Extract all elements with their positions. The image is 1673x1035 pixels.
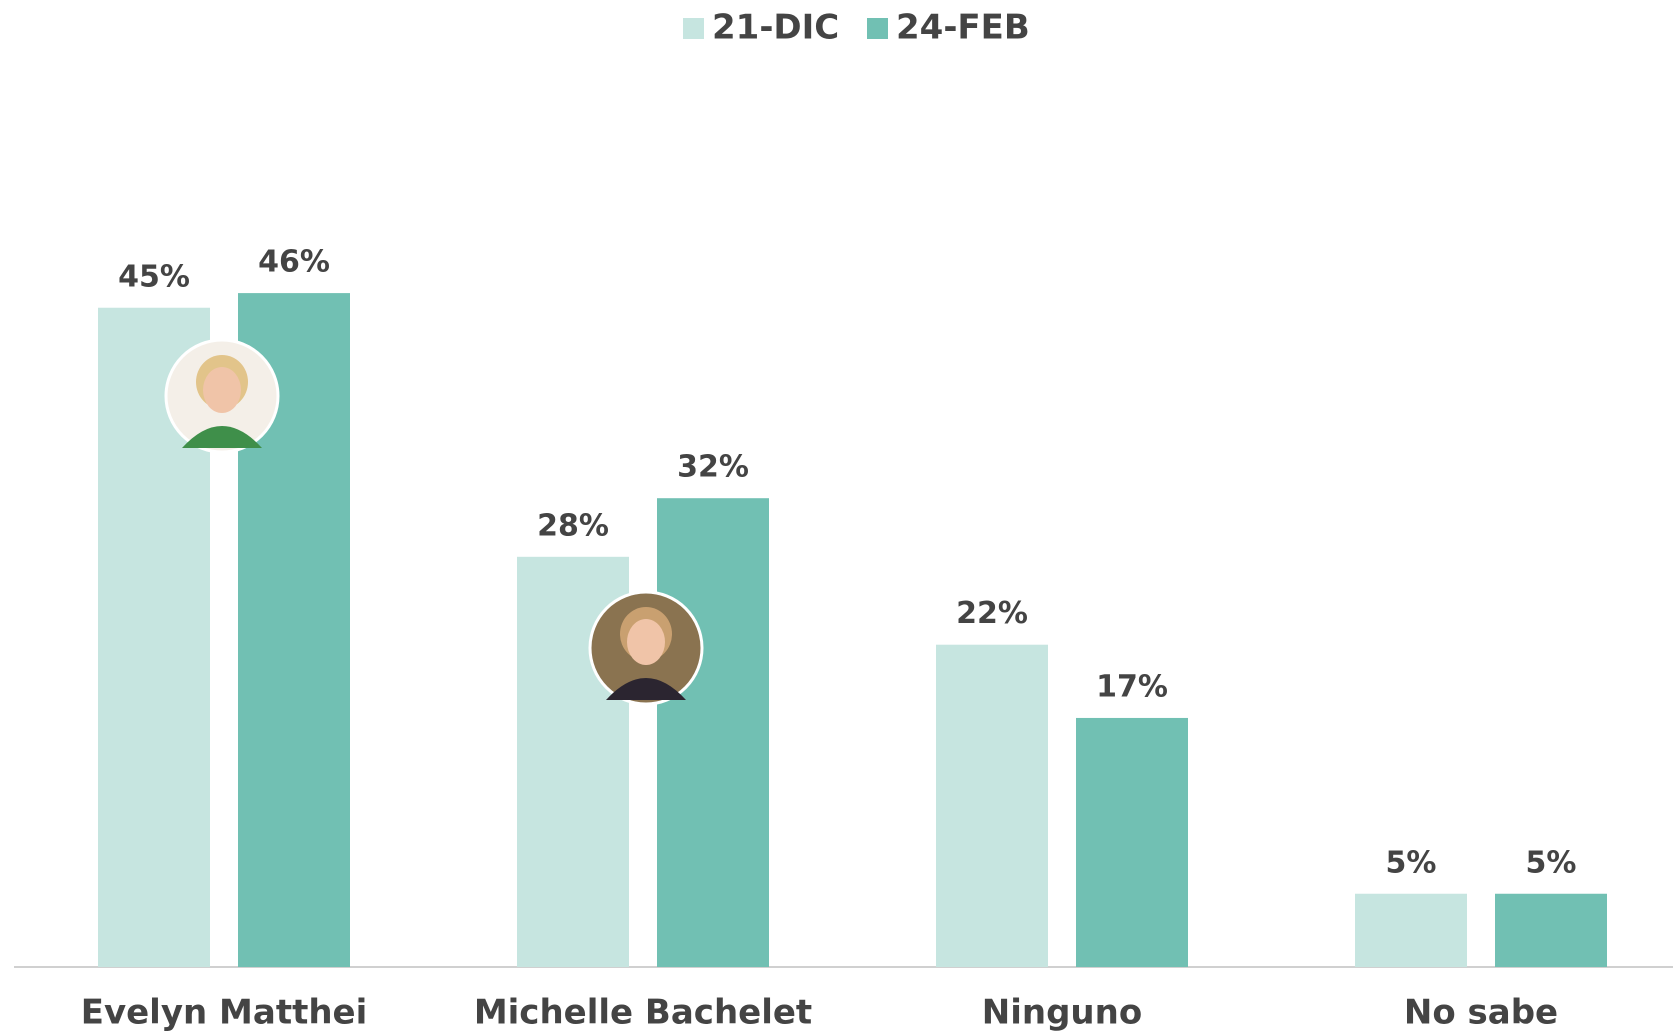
legend-swatch [867,18,888,39]
legend-label: 21-DIC [712,8,839,48]
bar [1355,893,1467,967]
portrait-face [203,367,241,413]
value-label: 17% [1096,669,1168,704]
value-label: 5% [1526,845,1577,880]
legend-label: 24-FEB [896,8,1030,48]
portrait-body [606,678,686,700]
x-tick-label: No sabe [1404,993,1558,1033]
legend-swatch [683,18,704,39]
value-label: 22% [956,596,1028,631]
x-tick-label: Ninguno [982,993,1142,1033]
value-label: 28% [537,508,609,543]
value-label: 46% [258,245,330,280]
value-label: 32% [677,450,749,485]
portrait-body [182,426,262,448]
portrait [588,590,704,706]
value-label: 5% [1386,845,1437,880]
bar [1495,893,1607,967]
x-tick-label: Michelle Bachelet [474,993,812,1033]
value-label: 45% [118,259,190,294]
bar [936,644,1048,967]
portrait-face [627,619,665,665]
portrait [164,338,280,454]
bar [1076,717,1188,967]
bar [657,498,769,967]
x-tick-label: Evelyn Matthei [81,993,368,1033]
